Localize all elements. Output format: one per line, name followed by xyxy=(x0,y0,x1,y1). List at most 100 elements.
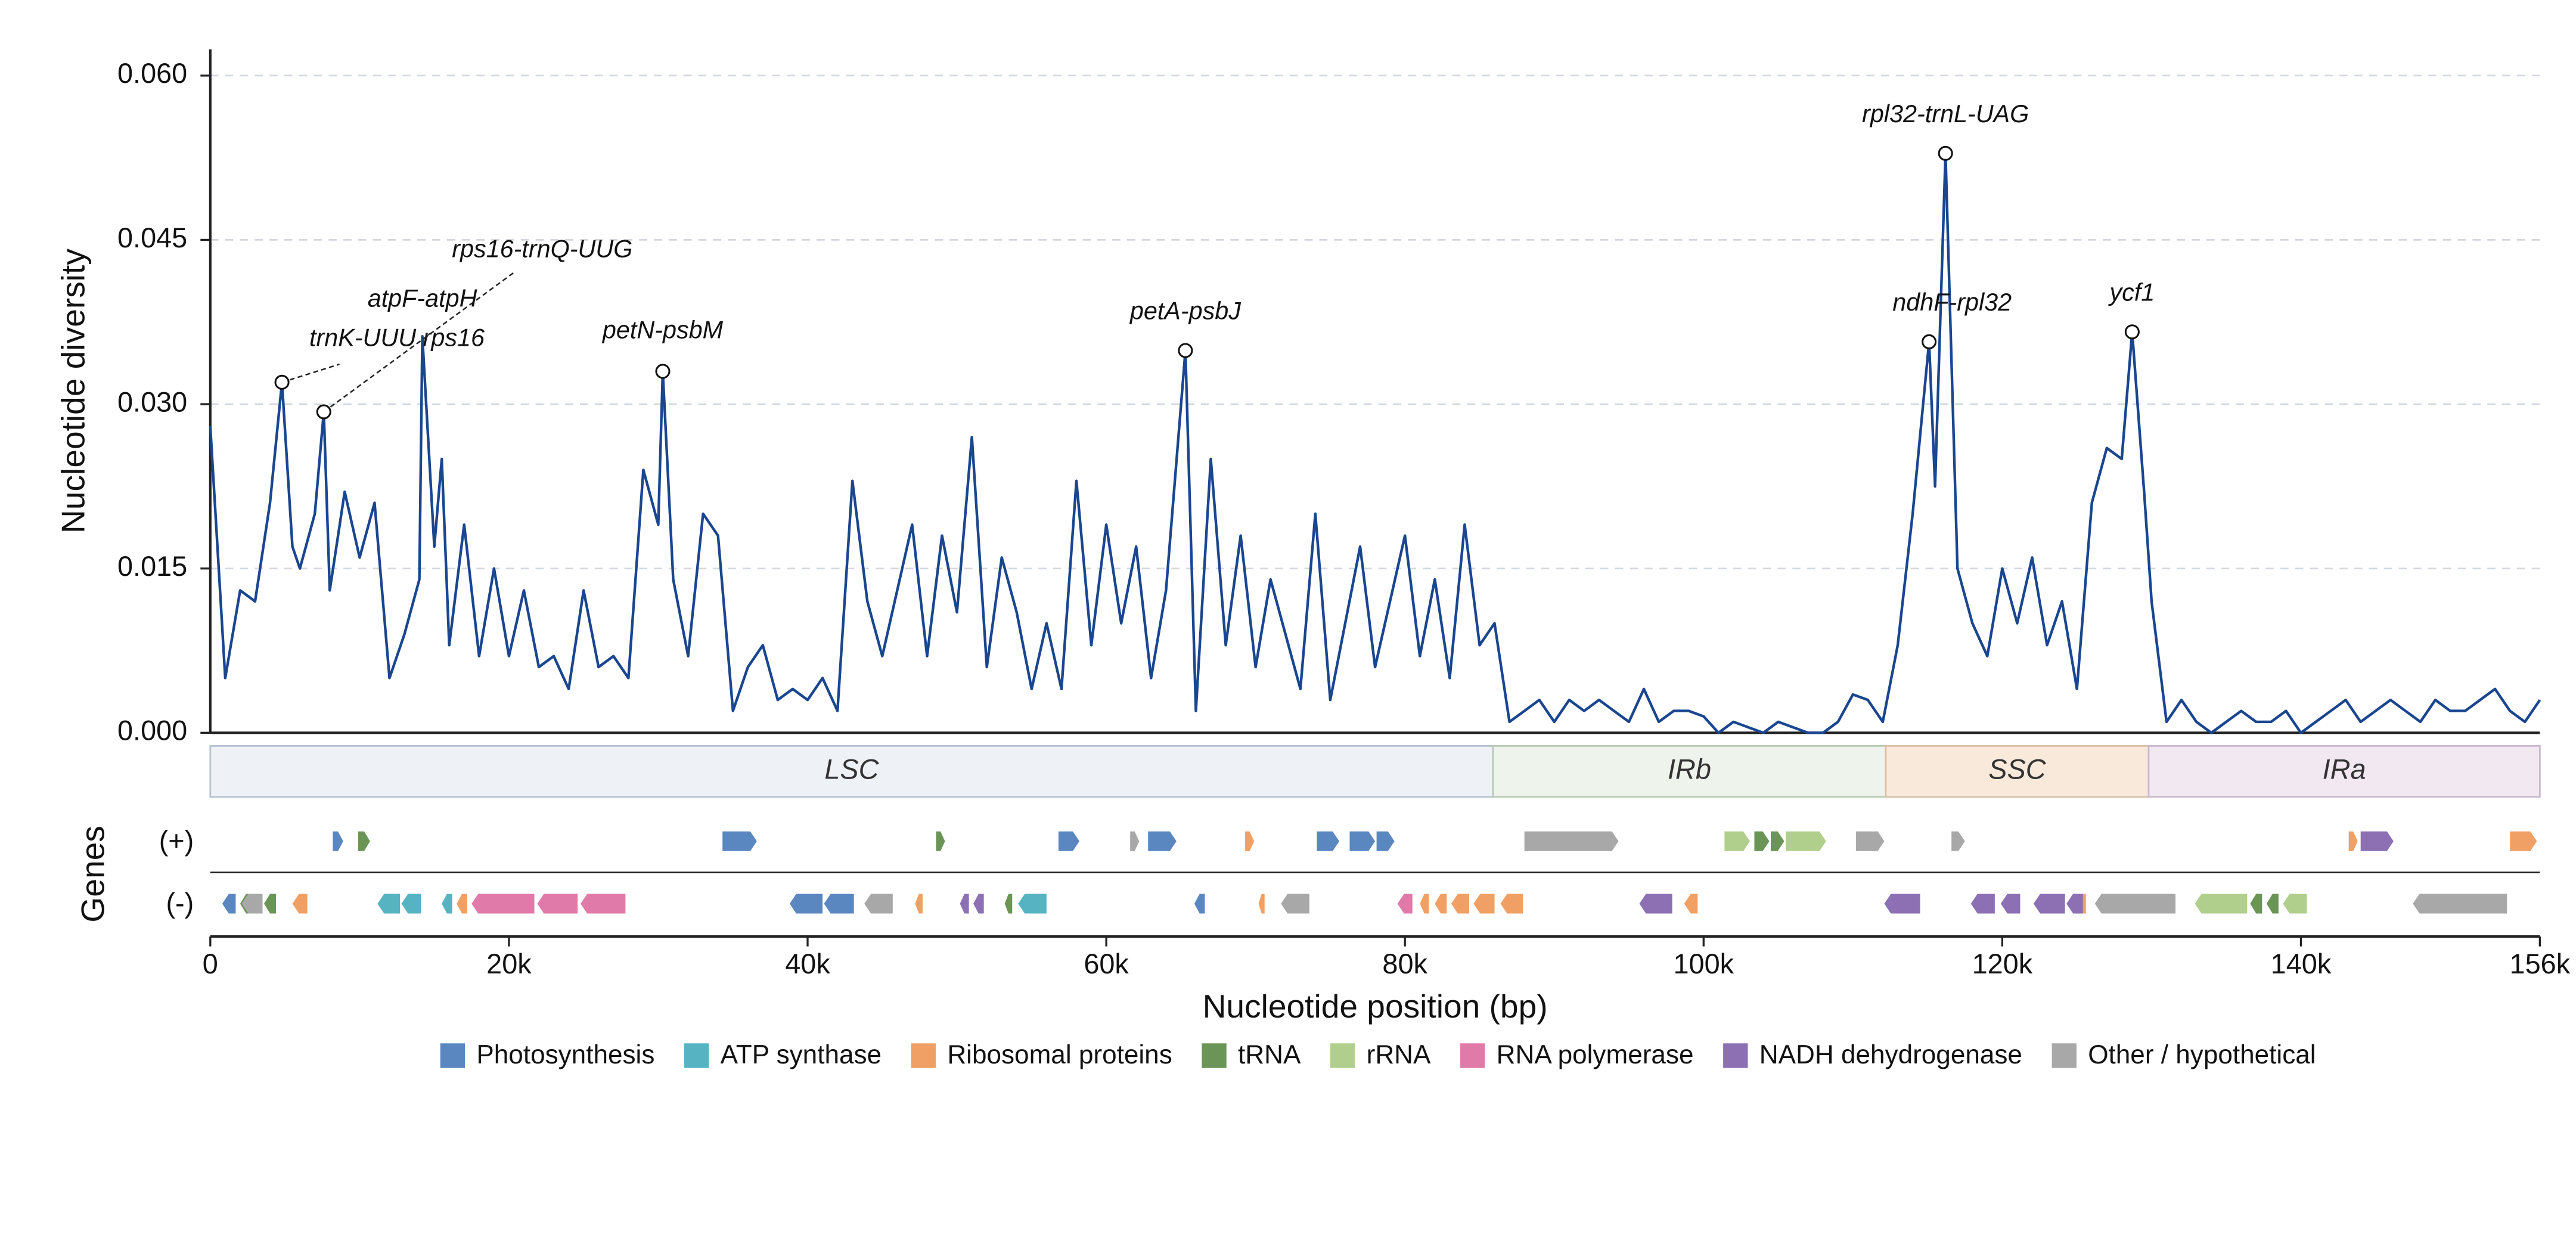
gene-block xyxy=(264,894,277,914)
gene-block xyxy=(1970,894,1995,914)
legend-swatch xyxy=(1330,1043,1355,1068)
gene-block xyxy=(1420,894,1429,914)
gene-block xyxy=(1397,894,1413,914)
annotation-label: rpl32-trnL-UAG xyxy=(1862,100,2029,128)
region-block xyxy=(1885,745,2150,798)
gene-block xyxy=(1451,894,1469,914)
gene-block xyxy=(2348,831,2358,851)
gene-block xyxy=(442,894,452,914)
peak-marker xyxy=(1938,145,1953,161)
gene-block xyxy=(1245,831,1255,851)
annotation-label: ndhF-rpl32 xyxy=(1892,289,2012,316)
y-tick-label: 0.015 xyxy=(117,551,187,582)
gene-block xyxy=(1281,894,1309,914)
gene-block xyxy=(2360,831,2394,851)
gene-block xyxy=(457,894,467,914)
region-label: SSC xyxy=(1988,753,2046,784)
x-tick-label: 80k xyxy=(1382,948,1427,979)
gene-block xyxy=(1724,831,1750,851)
legend-label: rRNA xyxy=(1367,1040,1431,1069)
annotation-label: petN-psbM xyxy=(601,317,724,344)
x-tick-label: 60k xyxy=(1084,948,1129,979)
gene-block xyxy=(292,894,308,914)
peak-marker xyxy=(2124,324,2140,340)
gene-block xyxy=(222,894,236,914)
legend-swatch xyxy=(911,1043,936,1068)
gene-block xyxy=(2413,894,2507,914)
gene-block xyxy=(2066,894,2083,914)
gene-block xyxy=(1435,894,1447,914)
x-tick-label: 100k xyxy=(1673,948,1734,979)
legend-swatch xyxy=(1460,1043,1485,1068)
gene-block xyxy=(789,894,823,914)
annotation-label: atpF-atpH xyxy=(368,284,477,312)
gene-block xyxy=(581,894,626,914)
gene-block xyxy=(1786,831,1826,851)
x-tick-label: 20k xyxy=(486,948,532,979)
x-tick-label: 0 xyxy=(203,948,218,979)
gene-block xyxy=(1771,831,1784,851)
gene-block xyxy=(2195,894,2248,914)
gene-block xyxy=(1194,894,1205,914)
gene-block xyxy=(2000,894,2021,914)
gene-block xyxy=(1524,831,1619,851)
x-tick-label: 140k xyxy=(2271,948,2332,979)
gene-block xyxy=(864,894,893,914)
legend-swatch xyxy=(2052,1043,2077,1068)
gene-block xyxy=(1258,894,1265,914)
gene-block xyxy=(960,894,969,914)
gene-block xyxy=(1130,831,1140,851)
gene-block xyxy=(1684,894,1698,914)
region-label: IRb xyxy=(1668,753,1711,784)
gene-block xyxy=(537,894,578,914)
gene-block xyxy=(1004,894,1013,914)
gene-block xyxy=(1317,831,1339,851)
legend-swatch xyxy=(440,1043,465,1068)
region-label: LSC xyxy=(824,753,879,784)
gene-block xyxy=(2250,894,2262,914)
gene-block xyxy=(1855,831,1885,851)
x-axis-label: Nucleotide position (bp) xyxy=(1203,988,1548,1025)
legend-swatch xyxy=(1723,1043,1748,1068)
x-tick-label: 120k xyxy=(1972,948,2033,979)
gene-block xyxy=(915,894,923,914)
gene-block xyxy=(1639,894,1672,914)
gene-block xyxy=(2510,831,2537,851)
region-label: IRa xyxy=(2323,753,2366,784)
strand-label: (+) xyxy=(159,825,194,856)
legend-swatch xyxy=(684,1043,709,1068)
legend-label: RNA polymerase xyxy=(1497,1040,1694,1069)
gene-block xyxy=(471,894,535,914)
region-block xyxy=(1492,745,1887,798)
gene-block xyxy=(241,894,263,914)
strand-label: (-) xyxy=(166,888,194,919)
y-tick-label: 0.000 xyxy=(117,715,187,746)
annotation-leader xyxy=(323,271,515,413)
gene-block xyxy=(401,894,421,914)
gene-block xyxy=(2283,894,2307,914)
x-tick-label: 40k xyxy=(785,948,830,979)
gene-block xyxy=(824,894,854,914)
gene-block xyxy=(333,831,343,851)
peak-marker xyxy=(1922,334,1937,349)
gene-block xyxy=(722,831,757,851)
peak-marker xyxy=(655,364,671,379)
legend-label: ATP synthase xyxy=(721,1040,882,1069)
gene-block xyxy=(1349,831,1376,851)
legend-label: Other / hypothetical xyxy=(2088,1040,2316,1069)
gene-block xyxy=(1018,894,1047,914)
peak-marker xyxy=(1178,343,1193,358)
gene-block xyxy=(1500,894,1523,914)
region-block xyxy=(2147,745,2541,798)
y-tick-label: 0.030 xyxy=(117,386,187,417)
legend-swatch xyxy=(1202,1043,1227,1068)
gene-block xyxy=(358,831,370,851)
annotation-label: petA-psbJ xyxy=(1129,297,1241,325)
diversity-line xyxy=(209,152,2541,734)
legend-label: NADH dehydrogenase xyxy=(1759,1040,2022,1069)
gene-block xyxy=(1951,831,1965,851)
legend-label: Ribosomal proteins xyxy=(947,1040,1172,1069)
gene-block xyxy=(1376,831,1395,851)
gene-block xyxy=(1058,831,1080,851)
